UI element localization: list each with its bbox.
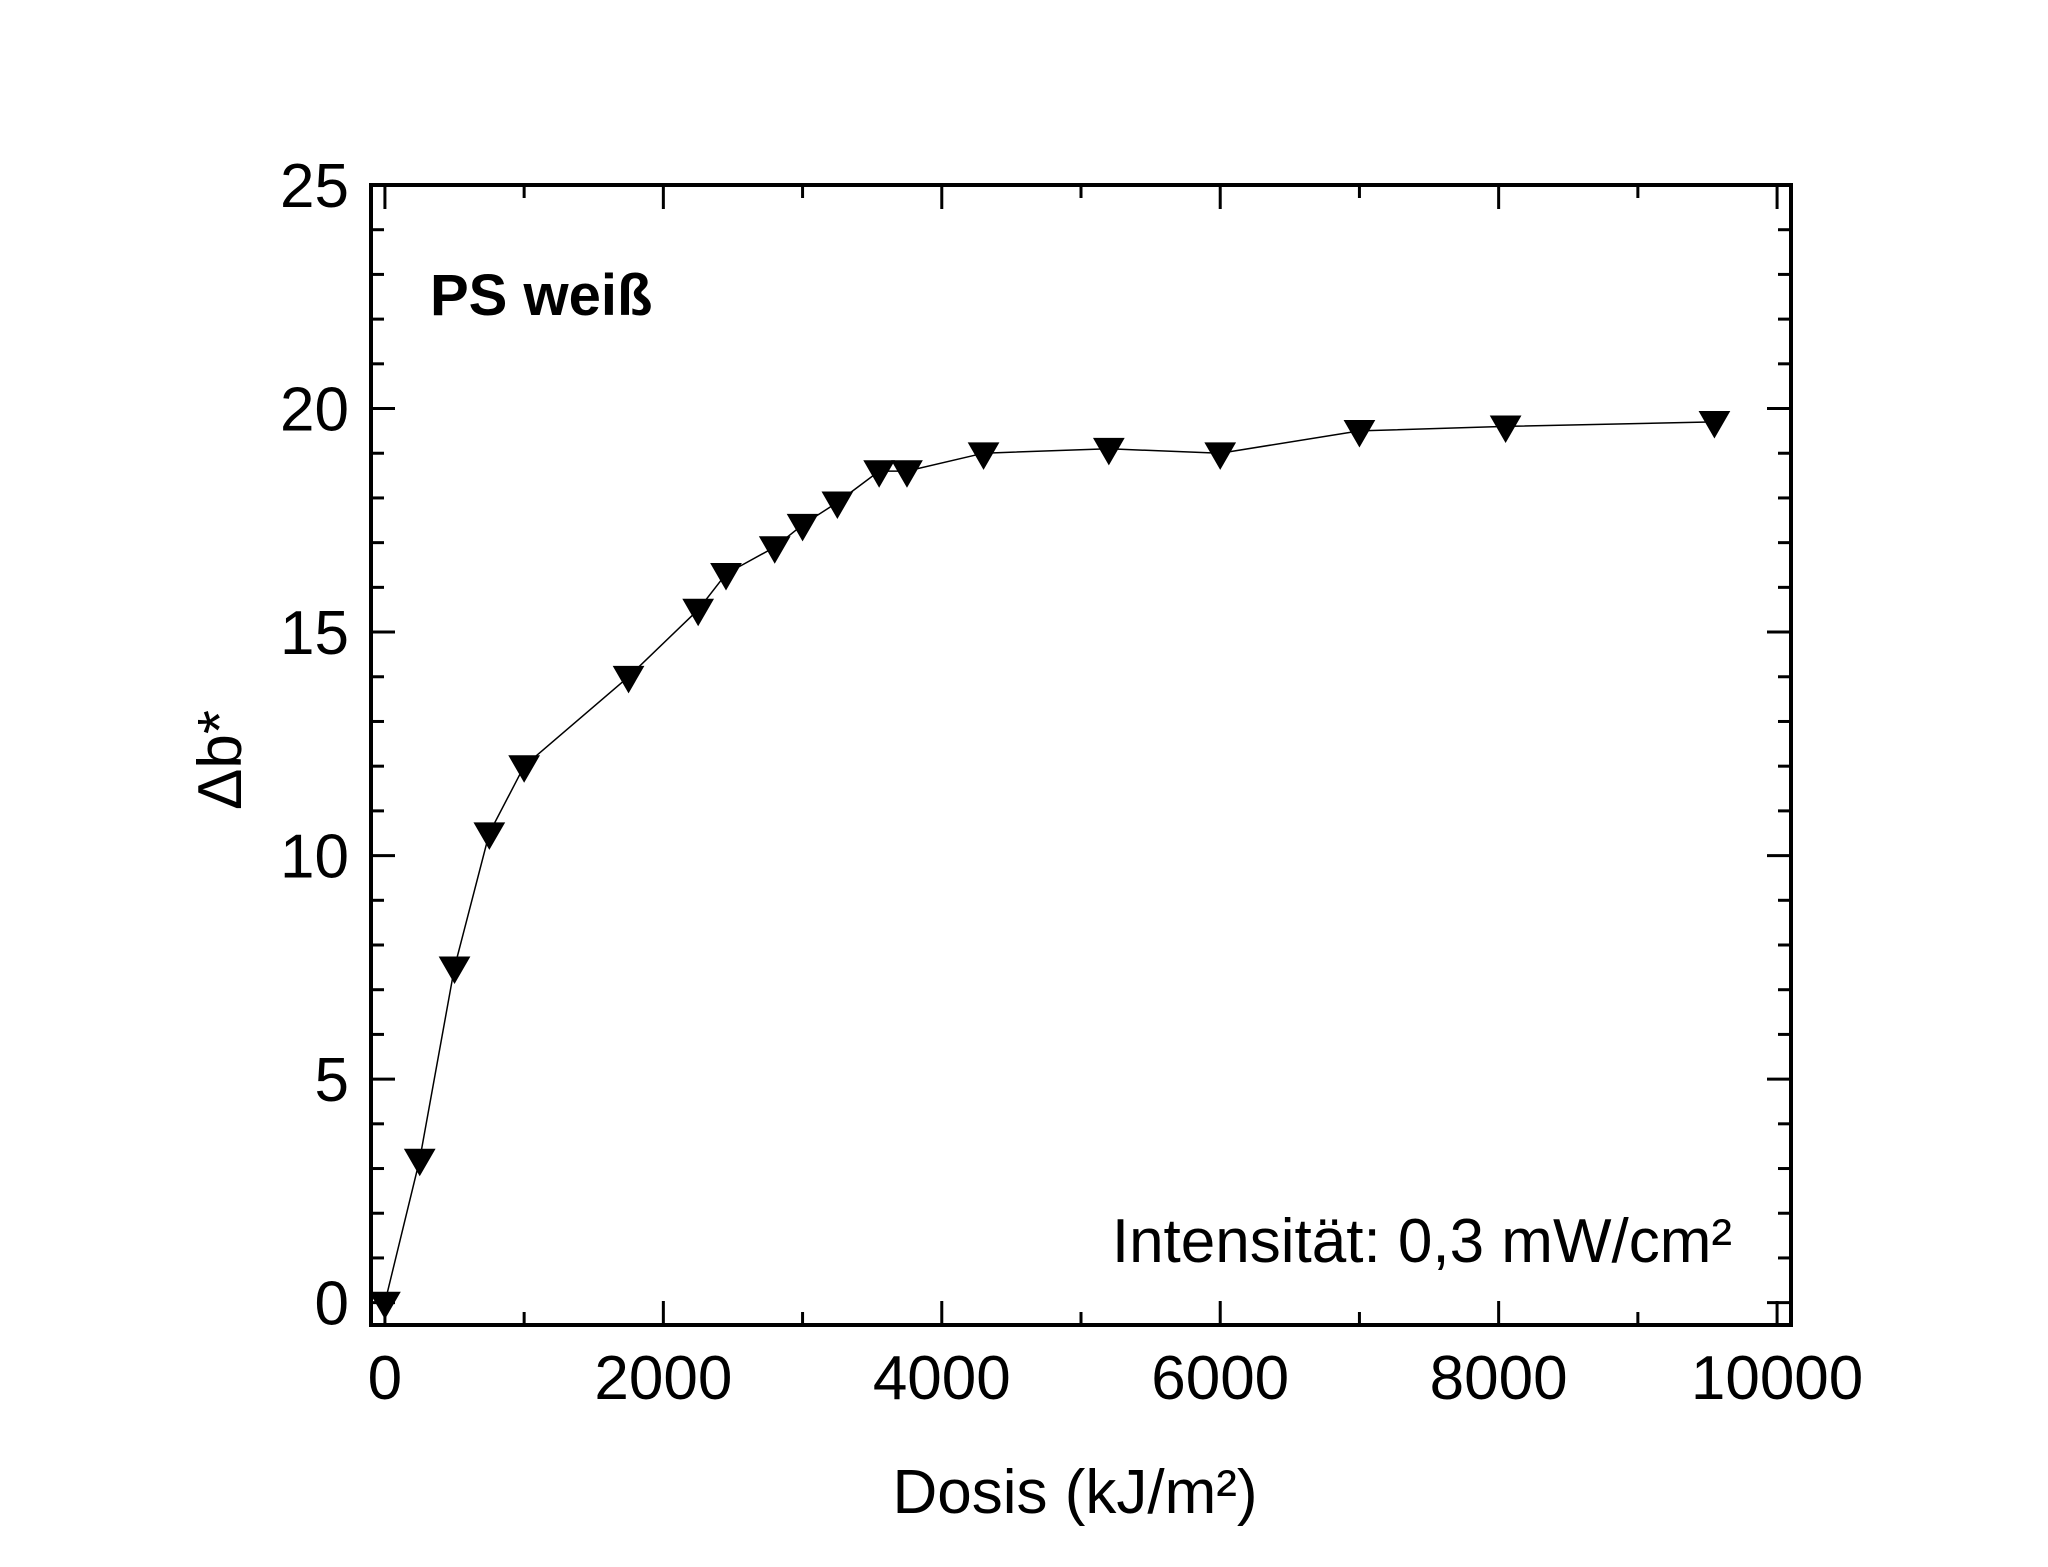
data-point: [612, 665, 645, 694]
data-point: [1343, 419, 1376, 448]
data-point: [891, 460, 923, 488]
data-point: [438, 956, 471, 984]
x-tick-label: 0: [368, 1344, 402, 1413]
y-tick-label: 15: [280, 599, 349, 668]
y-tick-label: 20: [280, 376, 349, 445]
x-tick-label: 4000: [873, 1344, 1011, 1413]
data-point: [710, 563, 742, 591]
data-point: [967, 442, 1000, 470]
y-tick-label: 25: [280, 152, 349, 221]
data-point: [369, 1291, 401, 1320]
y-tick-label: 0: [315, 1270, 349, 1339]
data-point: [863, 460, 896, 488]
x-axis-title: Dosis (kJ/m²): [892, 1458, 1257, 1527]
x-axis-tick-labels: 0 2000 4000 6000 8000 10000: [368, 1344, 1864, 1413]
data-point: [821, 491, 854, 520]
data-point: [508, 755, 541, 783]
y-axis-title: Δb*: [186, 710, 255, 810]
plot-frame: [369, 183, 1793, 1327]
data-point: [1204, 442, 1237, 470]
x-tick-label: 8000: [1430, 1344, 1568, 1413]
data-point: [403, 1148, 436, 1177]
x-tick-label: 10000: [1691, 1344, 1863, 1413]
panel-title: PS weiß: [430, 263, 652, 328]
x-tick-label: 6000: [1151, 1344, 1289, 1413]
data-point: [1489, 415, 1522, 444]
data-point: [758, 536, 791, 564]
data-point: [473, 822, 506, 850]
data-markers: [369, 411, 1731, 1320]
series-line: [384, 421, 1715, 1303]
intensity-annotation: Intensität: 0,3 mW/cm²: [1112, 1207, 1732, 1276]
y-tick-label: 5: [315, 1046, 349, 1115]
y-tick-label: 10: [280, 823, 349, 892]
y-axis-tick-labels: 0 5 10 15 20 25: [280, 152, 349, 1339]
y-axis-ticks: [371, 183, 1791, 1305]
x-tick-label: 2000: [594, 1344, 732, 1413]
data-point: [1092, 437, 1125, 466]
x-axis-ticks: [383, 185, 1779, 1325]
data-point: [682, 598, 715, 627]
data-point: [1698, 411, 1731, 439]
data-point: [786, 513, 819, 542]
